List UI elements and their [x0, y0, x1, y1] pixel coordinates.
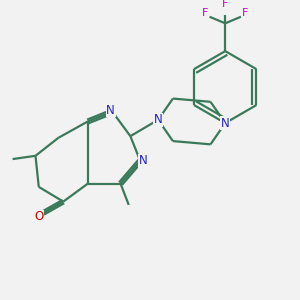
Text: O: O	[34, 211, 44, 224]
Text: F: F	[202, 8, 208, 18]
Text: F: F	[242, 8, 248, 18]
Text: N: N	[139, 154, 148, 167]
Text: F: F	[222, 0, 228, 9]
Text: N: N	[106, 103, 115, 116]
Text: N: N	[221, 117, 230, 130]
Text: N: N	[154, 113, 163, 126]
